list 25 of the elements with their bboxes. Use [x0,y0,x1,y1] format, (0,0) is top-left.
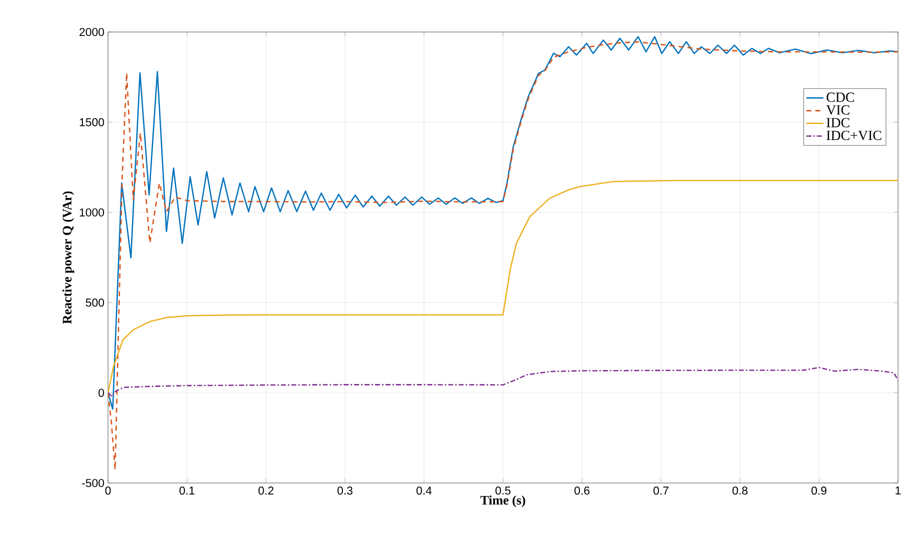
x-tick-label: 0.2 [258,486,274,495]
y-tick-label: 1500 [80,118,104,126]
x-tick-label: 0.6 [574,486,590,495]
x-tick-label: 0.8 [732,486,748,495]
y-tick-label: -500 [82,478,104,488]
x-axis-title: Time (s) [480,495,526,508]
x-tick-label: 1 [896,486,901,494]
line-series [108,366,898,398]
y-tick-label: 2000 [80,28,104,36]
legend-label: IDC [826,118,850,128]
x-tick-label: 0.4 [416,486,432,495]
x-tick-label: 0.3 [337,486,352,495]
x-tick-label: 0.1 [179,486,194,495]
legend-label: IDC+VIC [826,130,882,140]
x-tick-label: 0.5 [495,486,510,495]
y-axis-title: Reactive power Q (VAr) [62,191,74,324]
legend-label: VIC [826,105,850,115]
y-tick-label: 500 [86,298,104,307]
y-tick-label: 0 [98,388,104,397]
y-tick-label: 1000 [80,208,104,216]
legend-label: CDC [826,92,854,102]
x-tick-label: 0.9 [812,486,826,495]
x-tick-label: 0 [105,486,111,495]
line-series [108,41,898,470]
x-tick-label: 0.7 [653,486,668,495]
